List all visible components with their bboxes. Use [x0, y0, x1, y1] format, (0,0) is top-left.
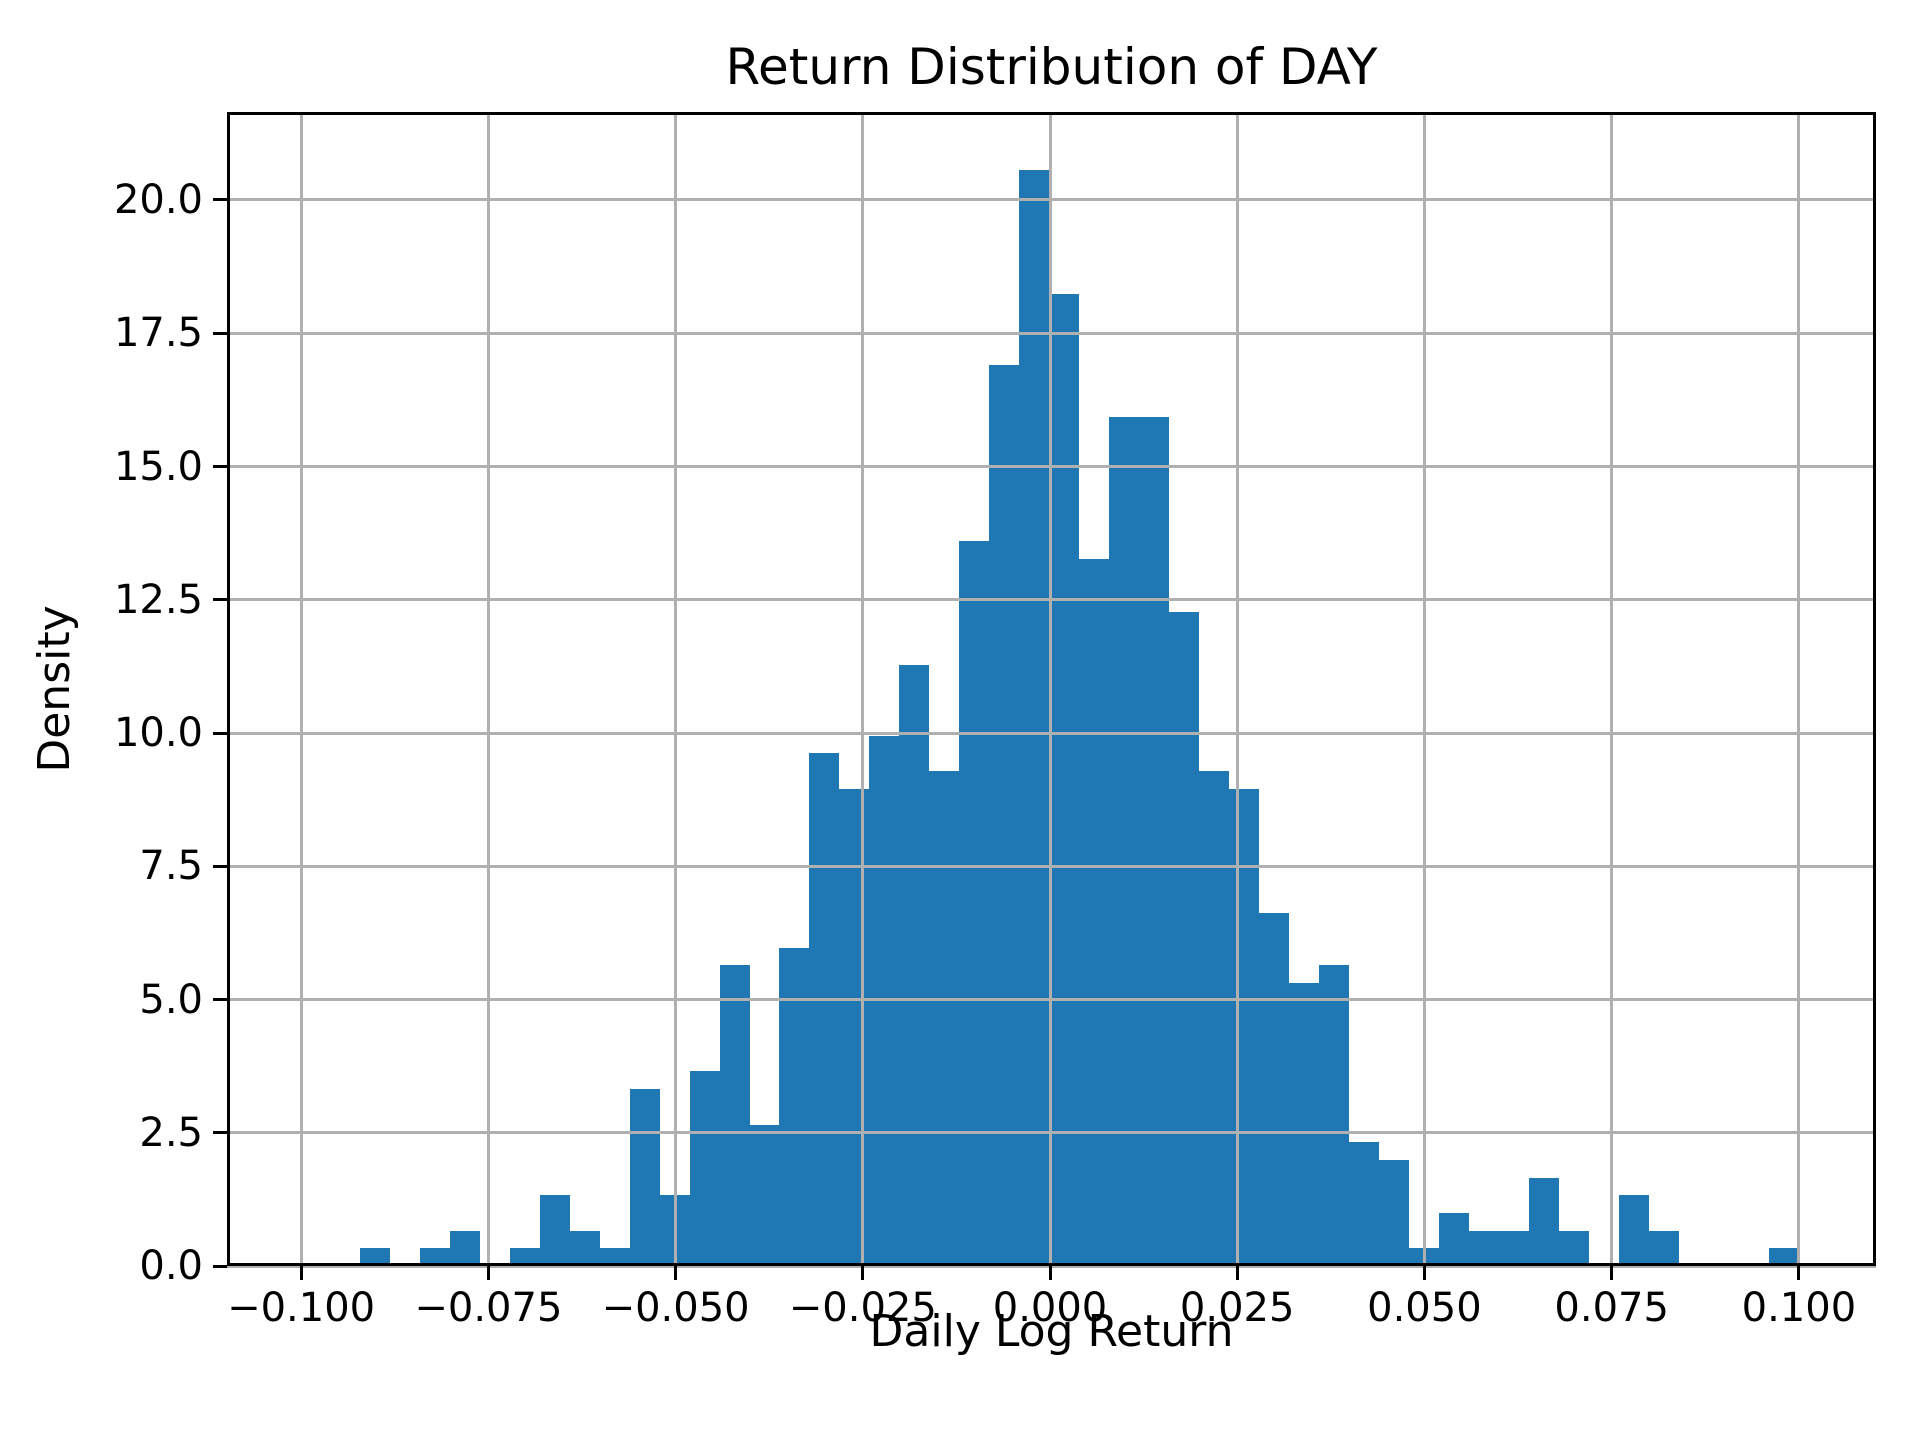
histogram-bar: [419, 1248, 450, 1266]
y-gridline: [227, 598, 1876, 602]
x-axis-tick: [299, 1266, 303, 1280]
histogram-bar: [809, 753, 840, 1266]
histogram-bar: [839, 788, 870, 1266]
y-tick-label: 2.5: [139, 1109, 203, 1156]
x-axis-tick: [1422, 1266, 1426, 1280]
histogram-bar: [629, 1089, 660, 1266]
x-tick-label: 0.025: [1179, 1285, 1295, 1331]
y-gridline: [227, 1264, 1876, 1268]
x-axis-tick: [1235, 1266, 1239, 1280]
histogram-bar: [1559, 1230, 1590, 1266]
histogram-bar: [989, 364, 1020, 1266]
histogram-bar: [689, 1071, 720, 1266]
histogram-bar: [779, 947, 810, 1266]
histogram-bar: [1079, 559, 1110, 1266]
y-tick-label: 12.5: [113, 576, 203, 623]
x-gridline: [1235, 112, 1239, 1266]
histogram-bar: [1019, 170, 1050, 1266]
histogram-bar: [1289, 983, 1320, 1266]
y-gridline: [227, 998, 1876, 1001]
x-gridline: [861, 112, 865, 1266]
y-tick-label: 7.5: [139, 843, 203, 890]
y-axis-tick: [213, 1264, 227, 1268]
histogram-bar: [1199, 771, 1230, 1266]
y-gridline: [227, 1131, 1876, 1135]
x-axis-tick: [1048, 1266, 1052, 1280]
y-tick-label: 0.0: [139, 1243, 203, 1289]
x-gridline: [1048, 112, 1052, 1266]
y-axis-tick: [213, 598, 227, 602]
x-tick-label: 0.100: [1741, 1285, 1857, 1331]
y-axis-tick: [213, 864, 227, 868]
histogram-bar: [1649, 1230, 1680, 1266]
x-axis-tick: [486, 1266, 490, 1280]
y-axis-tick: [213, 465, 227, 468]
histogram-bar: [1169, 612, 1200, 1266]
histogram-bar: [1229, 788, 1260, 1266]
x-tick-label: −0.075: [414, 1285, 563, 1331]
histogram-bar: [1109, 417, 1140, 1266]
x-gridline: [1422, 112, 1426, 1266]
x-axis-label: Daily Log Return: [869, 1306, 1234, 1357]
grid-layer: [227, 112, 1876, 1268]
y-axis-tick: [213, 998, 227, 1001]
histogram-bar: [1049, 293, 1080, 1266]
y-gridline: [227, 198, 1876, 202]
histogram-bar: [719, 965, 750, 1266]
histogram-bar: [899, 665, 930, 1266]
x-axis-tick: [861, 1266, 865, 1280]
y-tick-label: 15.0: [113, 443, 203, 490]
histogram-bar: [1259, 912, 1290, 1266]
histogram-bar: [929, 771, 960, 1266]
histogram-bar: [1529, 1177, 1560, 1266]
histogram-bar: [959, 541, 990, 1266]
y-gridline: [227, 331, 1876, 335]
y-gridline: [227, 864, 1876, 868]
y-tick-label: 10.0: [113, 710, 203, 756]
histogram-bar: [1139, 417, 1170, 1266]
x-tick-label: 0.075: [1554, 1285, 1669, 1331]
x-tick-label: −0.100: [227, 1285, 376, 1331]
x-gridline: [674, 112, 678, 1266]
x-gridline: [1797, 112, 1801, 1266]
histogram-bar: [1349, 1142, 1380, 1266]
y-tick-label: 17.5: [113, 310, 203, 357]
x-axis-tick: [1797, 1266, 1801, 1280]
ticks-layer: −0.100 −0.075 −0.050 −0.025 0.000 0.025 0.050 0…: [114, 112, 1876, 1328]
y-gridline: [227, 731, 1876, 735]
histogram-bar: [449, 1230, 480, 1266]
y-axis-tick: [213, 731, 227, 735]
histogram-bar: [569, 1230, 600, 1266]
histogram-bar: [749, 1124, 780, 1266]
plot-area: −0.100 −0.075 −0.050 −0.025 0.000 0.025 0.050 0…: [114, 112, 1876, 1328]
x-axis-tick: [1610, 1266, 1614, 1280]
x-tick-label: 0.000: [992, 1285, 1108, 1331]
histogram-bar: [599, 1248, 630, 1266]
x-gridline: [486, 112, 490, 1266]
histogram-bar: [1619, 1195, 1650, 1266]
histogram-bar: [1769, 1248, 1800, 1266]
x-axis-tick: [674, 1266, 678, 1280]
histogram-bar: [509, 1248, 540, 1266]
x-tick-label: −0.050: [601, 1285, 750, 1331]
y-tick-label: 5.0: [139, 976, 203, 1023]
histogram-bar: [1319, 965, 1350, 1266]
x-gridline: [1610, 112, 1614, 1266]
y-axis-tick: [213, 198, 227, 202]
y-gridline: [227, 465, 1876, 468]
histogram-bar: [1379, 1159, 1410, 1266]
y-tick-label: 20.0: [113, 176, 203, 223]
histogram-bar: [1439, 1213, 1470, 1266]
histogram-bar: [539, 1195, 570, 1266]
histogram-bar: [1469, 1230, 1500, 1266]
histogram-bar: [359, 1248, 390, 1266]
y-axis-tick: [213, 1131, 227, 1135]
y-axis-tick: [213, 331, 227, 335]
x-tick-label: 0.050: [1367, 1285, 1482, 1331]
x-gridline: [299, 112, 303, 1266]
chart-title: Return Distribution of DAY: [725, 38, 1378, 96]
x-tick-label: −0.025: [788, 1285, 937, 1331]
histogram-bar: [1499, 1230, 1530, 1266]
